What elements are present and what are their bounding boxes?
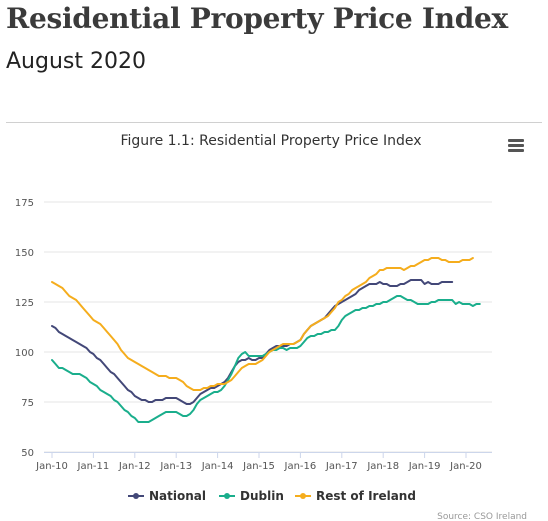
price-index-chart: Figure 1.1: Residential Property Price I… — [15, 133, 527, 521]
y-tick-label: 100 — [15, 348, 34, 359]
divider — [6, 122, 542, 123]
series-line-rest-of-ireland — [51, 257, 474, 391]
x-tick-label: Jan-11 — [77, 461, 110, 472]
legend-item-dublin[interactable]: Dublin — [219, 489, 284, 503]
x-tick-label: Jan-14 — [201, 461, 234, 472]
x-tick-label: Jan-16 — [284, 461, 317, 472]
y-tick-label: 125 — [15, 298, 34, 309]
x-tick-label: Jan-18 — [366, 461, 399, 472]
legend-label: Dublin — [240, 489, 284, 503]
chart-credits: Source: CSO Ireland — [437, 512, 527, 521]
series-line-dublin — [51, 295, 481, 423]
x-tick-label: Jan-19 — [408, 461, 441, 472]
legend-item-rest-of-ireland[interactable]: Rest of Ireland — [295, 489, 416, 503]
legend-marker — [133, 493, 139, 499]
series-line-national — [51, 279, 454, 405]
chart-menu-icon[interactable] — [508, 139, 524, 153]
y-tick-label: 50 — [21, 448, 34, 459]
x-tick-label: Jan-12 — [118, 461, 151, 472]
y-tick-label: 150 — [15, 248, 34, 259]
x-tick-label: Jan-15 — [242, 461, 275, 472]
x-tick-label: Jan-17 — [325, 461, 358, 472]
legend-label: Rest of Ireland — [316, 489, 416, 503]
page-subtitle: August 2020 — [6, 49, 146, 74]
page-title: Residential Property Price Index — [6, 2, 508, 35]
x-tick-label: Jan-20 — [449, 461, 482, 472]
legend-marker — [300, 493, 306, 499]
y-tick-label: 175 — [15, 198, 34, 209]
legend-marker — [224, 493, 230, 499]
legend-label: National — [149, 489, 206, 503]
y-tick-label: 75 — [21, 398, 34, 409]
x-tick-label: Jan-10 — [35, 461, 68, 472]
x-tick-label: Jan-13 — [159, 461, 192, 472]
legend-item-national[interactable]: National — [128, 489, 206, 503]
chart-title: Figure 1.1: Residential Property Price I… — [120, 133, 421, 149]
